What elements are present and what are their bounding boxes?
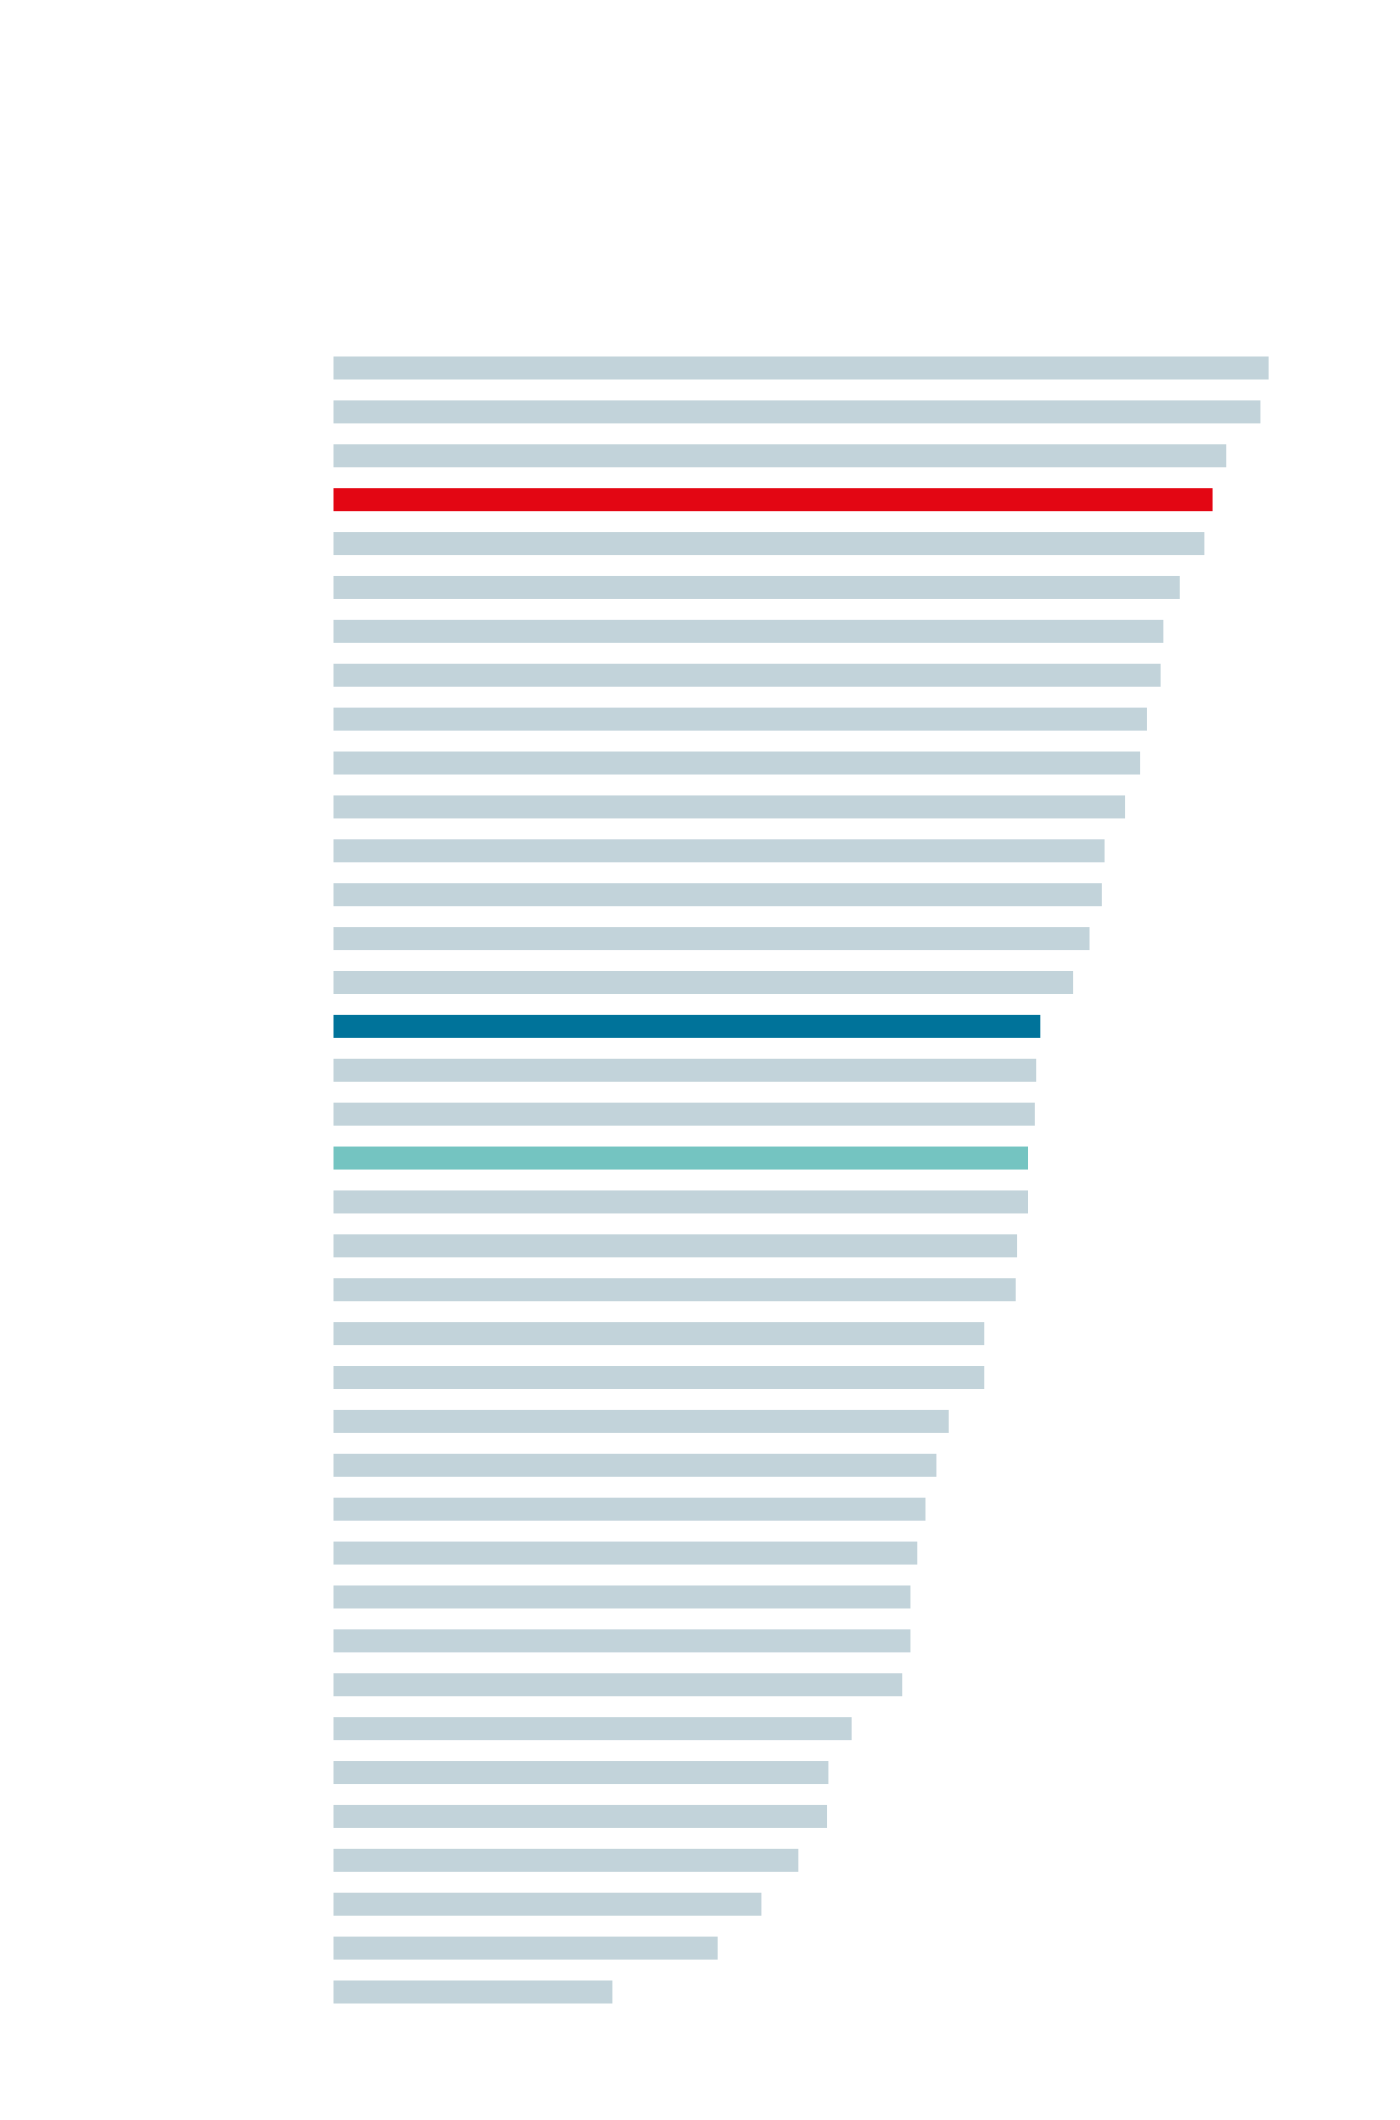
bar — [333, 1673, 903, 1697]
bar — [333, 1629, 911, 1653]
bar — [333, 1936, 718, 1960]
bar — [333, 1761, 829, 1785]
bar — [333, 1409, 949, 1433]
bar — [333, 839, 1105, 863]
bar — [333, 1014, 1041, 1038]
bar — [333, 1234, 1018, 1258]
bar — [333, 1453, 937, 1477]
bar — [333, 1190, 1029, 1214]
bar — [333, 1980, 613, 2004]
bar — [333, 444, 1227, 468]
bar — [333, 488, 1213, 512]
bar — [333, 1102, 1035, 1126]
bar — [333, 663, 1161, 687]
bar — [333, 751, 1141, 775]
bar — [333, 1717, 852, 1741]
bar — [333, 1585, 911, 1609]
bar — [333, 1366, 985, 1390]
bar — [333, 1497, 926, 1521]
bar — [333, 400, 1261, 424]
bar — [333, 356, 1269, 380]
bar — [333, 707, 1147, 731]
bar — [333, 575, 1180, 599]
bar — [333, 970, 1074, 994]
bar — [333, 1058, 1037, 1082]
bar — [333, 1892, 762, 1916]
bar — [333, 1278, 1016, 1302]
bar — [333, 795, 1126, 819]
bar — [333, 883, 1102, 907]
bar — [333, 927, 1090, 951]
bar — [333, 532, 1205, 556]
bar — [333, 1146, 1029, 1170]
bar — [333, 1804, 828, 1828]
bar — [333, 619, 1164, 643]
bar — [333, 1541, 918, 1565]
bar — [333, 1848, 799, 1872]
bar — [333, 1322, 985, 1346]
